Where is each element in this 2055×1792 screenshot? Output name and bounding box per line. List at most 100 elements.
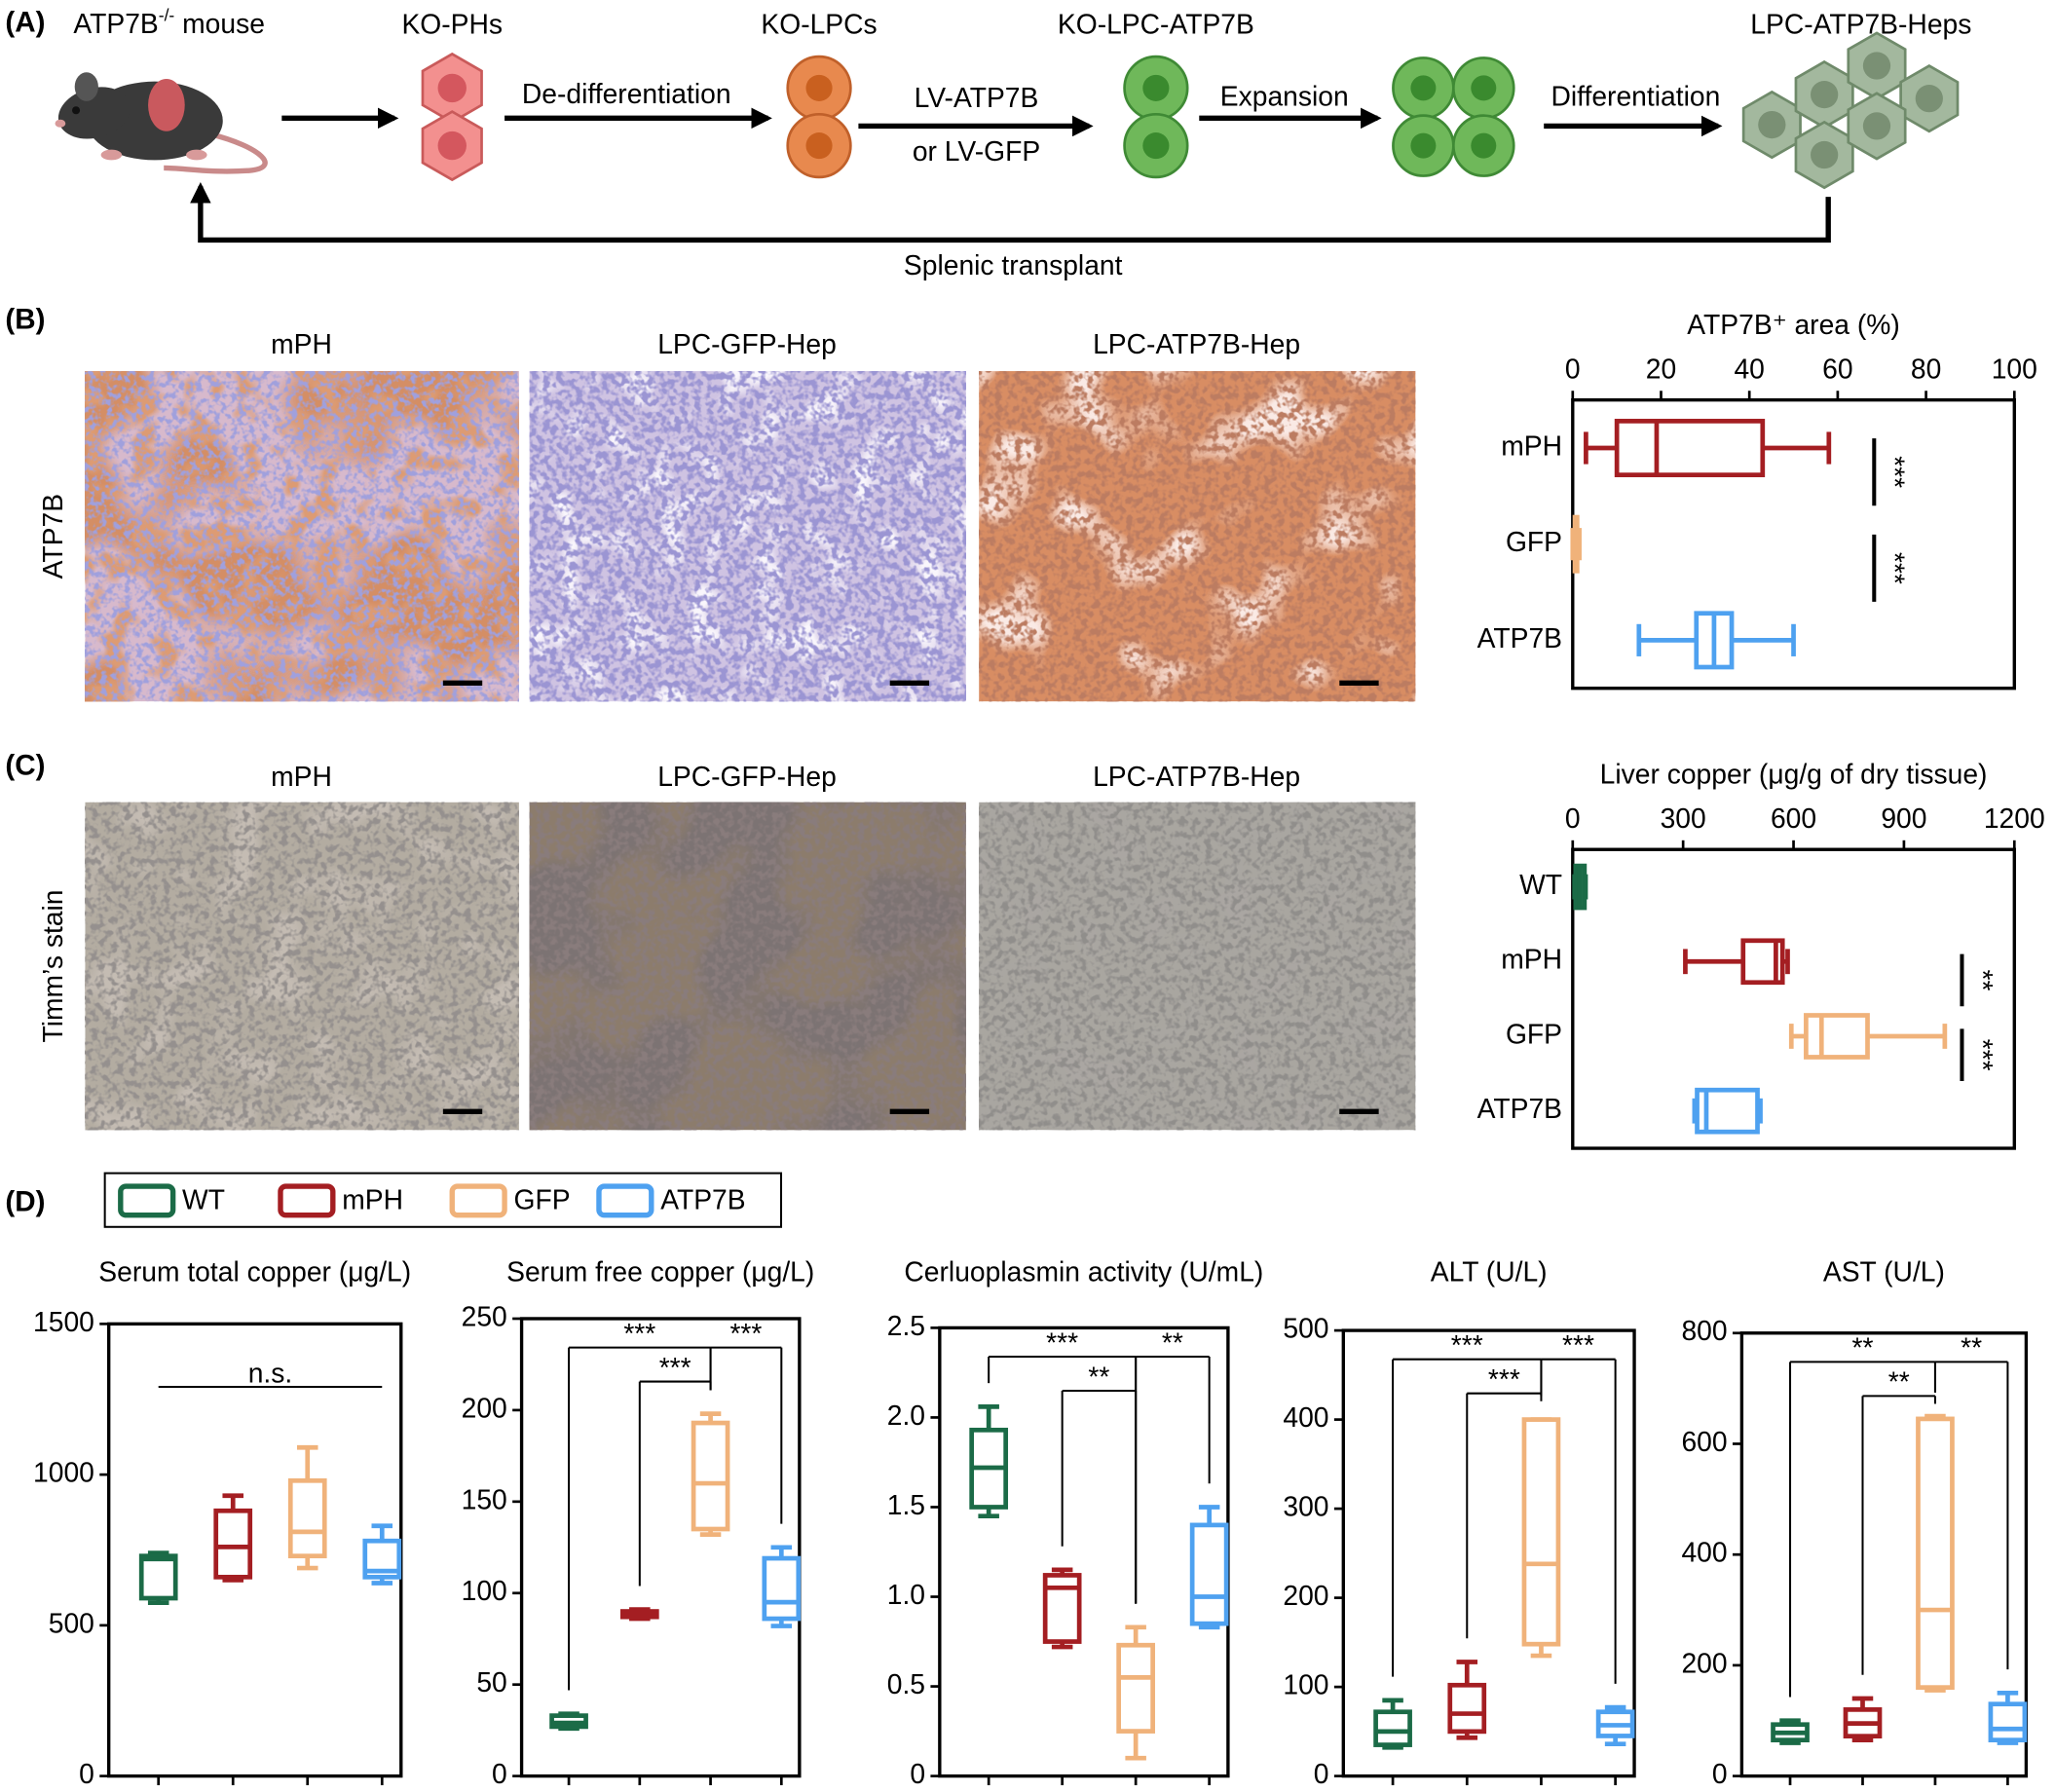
box [1988,1701,2028,1743]
step-label: LV-ATP7B [915,82,1039,113]
nucleus [805,132,833,160]
nucleus [805,74,833,101]
stage-label: LPC-ATP7B-Heps [1750,9,1971,40]
significance-label: *** [1451,1329,1483,1361]
y-tick-label: 200 [1681,1647,1727,1678]
nucleus [1758,110,1786,139]
chart-title: ALT (U/L) [1431,1256,1548,1288]
box [1447,1682,1487,1735]
significance-label: *** [659,1352,691,1383]
y-tick-label: 200 [462,1392,507,1423]
plot-frame [519,1317,802,1778]
x-tick-label: 900 [1881,803,1926,834]
x-tick-label: 60 [1822,354,1852,385]
y-tick-label: 100 [462,1575,507,1606]
micrograph-texture [979,371,1416,702]
box [1373,1709,1412,1747]
significance-label: *** [1488,1363,1520,1395]
y-tick-label: 100 [1283,1669,1328,1700]
nucleus [1471,132,1497,159]
significance-label: *** [729,1318,762,1349]
y-tick-label: 2.5 [887,1310,925,1341]
box [213,1508,253,1580]
category-label: ATP7B [1477,1093,1562,1124]
x-tick-label: 1200 [1984,803,2045,834]
x-tick-label: 80 [1911,354,1941,385]
box [762,1555,802,1622]
step-label: or LV-GFP [913,135,1040,167]
y-tick-label: 500 [49,1607,94,1638]
y-tick-label: 400 [1283,1401,1328,1433]
nucleus [437,131,467,161]
panel-label: (A) [5,6,45,38]
legend-frame [103,1172,783,1228]
step-label: De-differentiation [522,78,731,109]
step-label: Splenic transplant [904,249,1123,280]
box [1804,1013,1870,1060]
significance-label: *** [1967,1039,1999,1071]
chart-title: AST (U/L) [1823,1256,1945,1288]
y-tick-label: 50 [476,1666,506,1698]
panel-label: (B) [5,304,45,336]
nucleus [1811,80,1839,109]
significance-label: ** [1851,1332,1873,1363]
y-tick-label: 0.5 [887,1668,925,1699]
y-tick-label: 2.0 [887,1400,925,1431]
return-arrow [190,182,1831,243]
y-tick-label: 0 [79,1758,94,1789]
legend-swatch [278,1183,336,1218]
box [1042,1573,1082,1644]
y-tick-label: 1.5 [887,1489,925,1520]
box [691,1420,730,1532]
box [1116,1642,1156,1734]
column-label: LPC-ATP7B-Hep [1093,761,1300,792]
column-label: mPH [271,328,332,359]
y-tick-label: 0 [492,1758,507,1789]
column-label: LPC-ATP7B-Hep [1093,328,1300,359]
significance-label: n.s. [248,1357,293,1388]
significance-label: *** [1880,552,1911,584]
nucleus [1142,74,1170,101]
legend-label: GFP [514,1184,571,1215]
chart-title: Serum total copper (μg/L) [98,1256,411,1288]
mouse [55,72,268,174]
legend-label: mPH [342,1184,403,1215]
box [1614,419,1766,477]
source-label: ATP7B-/- mouse [73,5,265,40]
x-tick-label: 40 [1734,354,1764,385]
nucleus [1471,75,1497,101]
significance-label: *** [623,1318,655,1349]
x-tick-label: 20 [1646,354,1676,385]
legend-label: ATP7B [660,1184,745,1215]
x-tick-label: 600 [1771,803,1816,834]
category-label: ATP7B [1477,622,1562,653]
row-label: Timm’s stain [37,890,68,1043]
box [138,1553,178,1601]
box [1189,1522,1229,1626]
y-tick-label: 600 [1681,1426,1727,1457]
y-tick-label: 1000 [33,1457,94,1488]
chart-title: Serum free copper (μg/L) [506,1256,814,1288]
step-label: Differentiation [1551,81,1720,112]
y-tick-label: 0 [1314,1758,1329,1789]
nucleus [1811,140,1839,169]
column-label: LPC-GFP-Hep [657,761,837,792]
box [1521,1417,1561,1647]
legend-swatch [118,1183,176,1218]
category-label: WT [1519,869,1562,900]
significance-label: ** [1162,1326,1183,1358]
plot-frame [1341,1328,1636,1778]
stage-label: KO-PHs [401,9,503,40]
category-label: mPH [1501,944,1562,975]
significance-label: *** [1880,456,1911,488]
significance-label: ** [1888,1366,1910,1398]
micrograph-texture [85,802,519,1131]
chart-title: ATP7B⁺ area (%) [1687,309,1899,340]
column-label: LPC-GFP-Hep [657,328,837,359]
panel-label: (D) [5,1185,45,1217]
row-label: ATP7B [37,494,68,579]
micrograph-texture [85,371,519,702]
legend-swatch [596,1183,654,1218]
category-label: mPH [1501,429,1562,461]
